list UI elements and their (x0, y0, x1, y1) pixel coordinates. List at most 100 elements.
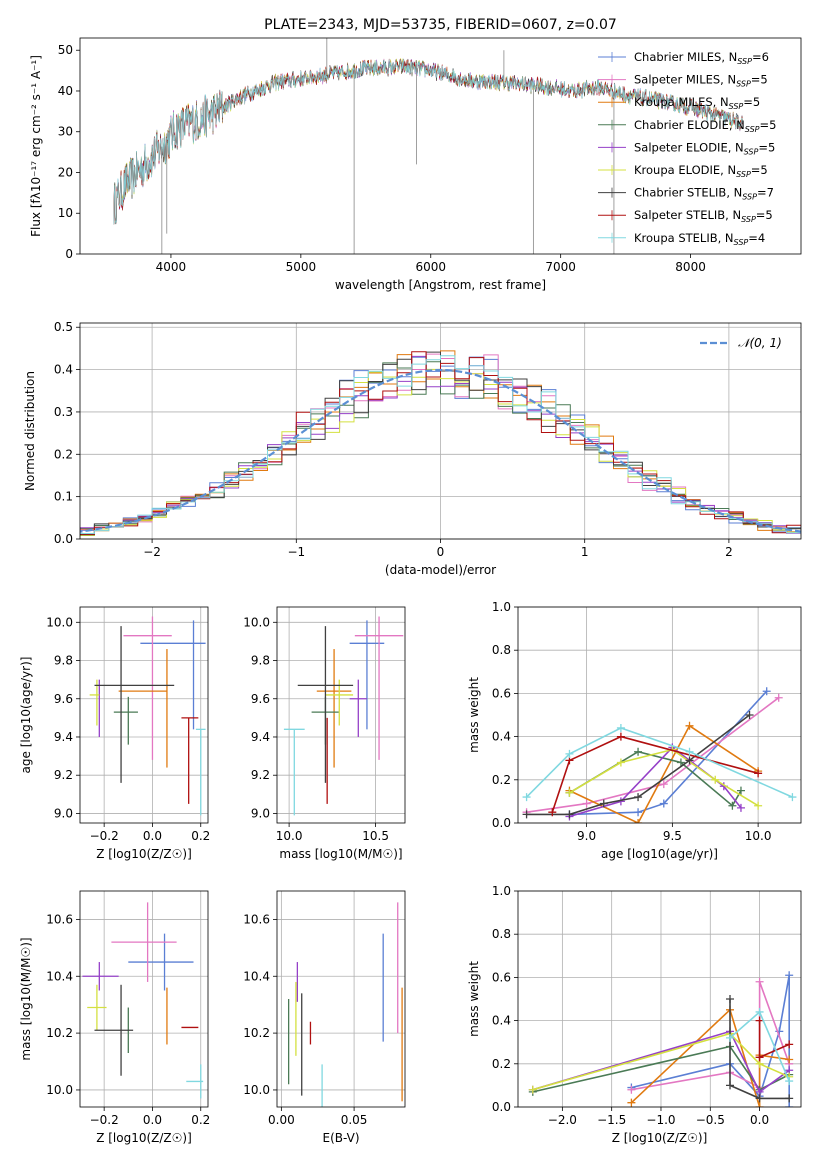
tick-label-x: 0 (437, 545, 445, 559)
legend-label-part: SSP (745, 125, 760, 134)
legend-label-part: =6 (752, 50, 769, 64)
weight-marker (785, 1055, 794, 1064)
tick-label-y: 10.2 (243, 1026, 270, 1040)
x-axis-label: (data-model)/error (385, 563, 496, 577)
weight-marker (785, 1077, 794, 1086)
tick-label-y: 9.8 (251, 654, 270, 668)
tick-label-y: 10.2 (46, 1026, 73, 1040)
tick-label-y: 0.2 (54, 447, 73, 461)
tick-label-y: 10.0 (46, 615, 73, 629)
weight-series (755, 1016, 794, 1062)
legend-label-part: SSP (741, 215, 756, 224)
weight-marker (754, 801, 763, 810)
tick-label-y: 0.8 (492, 643, 511, 657)
weight-marker (728, 801, 737, 810)
tick-label-x: −1.5 (597, 1113, 626, 1127)
tick-label-y: 20 (58, 165, 73, 179)
plot-area (283, 616, 404, 816)
tick-label-x: 0.0 (750, 1113, 769, 1127)
legend-label-part: Chabrier ELODIE, N (634, 118, 745, 132)
weight-marker (565, 749, 574, 758)
weight-marker (785, 1094, 794, 1103)
tick-label-y: 10 (58, 206, 73, 220)
legend-label-part: SSP (742, 193, 757, 202)
plot-frame (276, 890, 406, 1108)
tick-label-y: 0.4 (492, 730, 511, 744)
legend-label-part: =5 (751, 73, 768, 87)
weight-marker (755, 977, 764, 986)
chart-title: PLATE=2343, MJD=53735, FIBERID=0607, z=0… (264, 17, 617, 33)
weight-line (631, 975, 790, 1107)
tick-label-x: 7000 (545, 260, 576, 274)
axes-mass_vs_EBV: 0.00 0.05 10.0 10.2 10.4 10.6 E(B-V) (243, 890, 406, 1145)
y-axis-label: mass weight (467, 677, 481, 753)
x-axis-label: mass [log10(M/M☉)] (279, 847, 402, 861)
legend-label-part: Chabrier MILES, N (634, 50, 737, 64)
weight-marker (785, 971, 794, 980)
axes-age_vs_mass: 10.0 10.5 9.0 9.2 9.4 9.6 9.8 10.0 mass [log10(M… (243, 606, 406, 861)
weight-marker (634, 808, 643, 817)
plot-area (522, 687, 797, 823)
x-axis-label: Z [log10(Z/Z☉)] (612, 1131, 708, 1145)
errorbar-point (94, 984, 134, 1076)
tick-label-y: 0.0 (492, 1100, 511, 1114)
plot-area (528, 971, 794, 1107)
weight-line (569, 690, 768, 816)
legend-label: Chabrier STELIB, NSSP=7 (634, 186, 774, 202)
tick-label-y: 9.2 (251, 768, 270, 782)
errorbar-point (325, 679, 354, 726)
legend-label: Kroupa MILES, NSSP=5 (634, 95, 760, 111)
x-axis-label: wavelength [Angstrom, rest frame] (335, 278, 546, 292)
weight-marker (755, 1016, 764, 1025)
tick-label-x: 0.0 (143, 1113, 162, 1127)
weight-marker (634, 793, 643, 802)
errorbar-point (316, 649, 352, 768)
axes-spectrum: 4000 5000 6000 7000 8000 0 10 20 30 40 50 wavelengt… (29, 37, 802, 292)
weight-marker (616, 732, 625, 741)
tick-label-y: 0.1 (54, 490, 73, 504)
plot-frame (517, 890, 802, 1108)
weight-series (726, 1007, 794, 1086)
x-axis-label: Z [log10(Z/Z☉)] (96, 1131, 192, 1145)
axis-frame: −0.2 0.0 0.2 10.0 10.2 10.4 10.6 Z [log10(Z/Z☉)… (19, 890, 210, 1145)
legend-label: Salpeter MILES, NSSP=5 (634, 73, 768, 89)
weight-series (565, 721, 763, 823)
legend-label: Kroupa STELIB, NSSP=4 (634, 231, 765, 247)
weight-marker (711, 775, 720, 784)
errorbar-point (128, 933, 194, 991)
errorbar-point (111, 902, 177, 982)
legend-label-part: Kroupa MILES, N (634, 95, 729, 109)
legend-label-part: SSP (737, 57, 752, 66)
tick-label-y: 0 (65, 247, 73, 261)
weight-marker (627, 1098, 636, 1107)
axis-frame: 4000 5000 6000 7000 8000 0 10 20 30 40 50 wavelengt… (29, 37, 802, 292)
plot-frame (79, 606, 209, 824)
weight-marker (755, 1053, 764, 1062)
legend-label-part: =5 (743, 95, 760, 109)
weight-marker (659, 780, 668, 789)
errorbar-point (113, 696, 138, 745)
errorbar-point (195, 728, 206, 816)
plot-frame (276, 606, 406, 824)
tick-label-y: 10.4 (243, 969, 270, 983)
tick-label-y: 0.8 (492, 927, 511, 941)
weight-marker (528, 1085, 537, 1094)
weight-marker (522, 810, 531, 819)
weight-marker (565, 788, 574, 797)
weight-series (726, 995, 794, 1103)
tick-label-y: 9.6 (54, 692, 73, 706)
tick-label-y: 1.0 (492, 600, 511, 614)
y-axis-label: age [log10(age/yr)] (19, 657, 33, 774)
legend-label: Chabrier ELODIE, NSSP=5 (634, 118, 776, 134)
tick-label-y: 10.0 (243, 1083, 270, 1097)
legend-label: 𝒩(0, 1) (738, 336, 782, 350)
tick-label-y: 10.6 (46, 912, 73, 926)
legend-label-part: =5 (758, 140, 775, 154)
errorbar-point (82, 962, 119, 991)
tick-label-x: 1 (581, 545, 589, 559)
legend-label-part: SSP (729, 102, 744, 111)
weight-marker (548, 808, 557, 817)
legend-label-part: Salpeter STELIB, N (634, 208, 741, 222)
tick-label-x: 2 (725, 545, 733, 559)
